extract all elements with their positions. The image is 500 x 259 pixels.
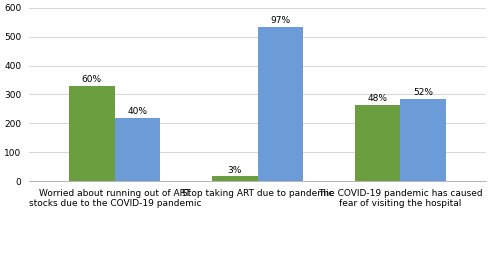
Bar [212, 176, 258, 181]
Text: 97%: 97% [270, 16, 290, 25]
Bar [115, 118, 160, 181]
Text: 52%: 52% [414, 88, 434, 97]
Text: 48%: 48% [368, 95, 388, 103]
Text: 3%: 3% [228, 166, 242, 175]
Text: 40%: 40% [128, 107, 148, 116]
Bar [69, 86, 115, 181]
Text: 60%: 60% [82, 75, 102, 84]
Bar [258, 27, 304, 181]
Bar [355, 105, 401, 181]
Bar [400, 98, 446, 181]
